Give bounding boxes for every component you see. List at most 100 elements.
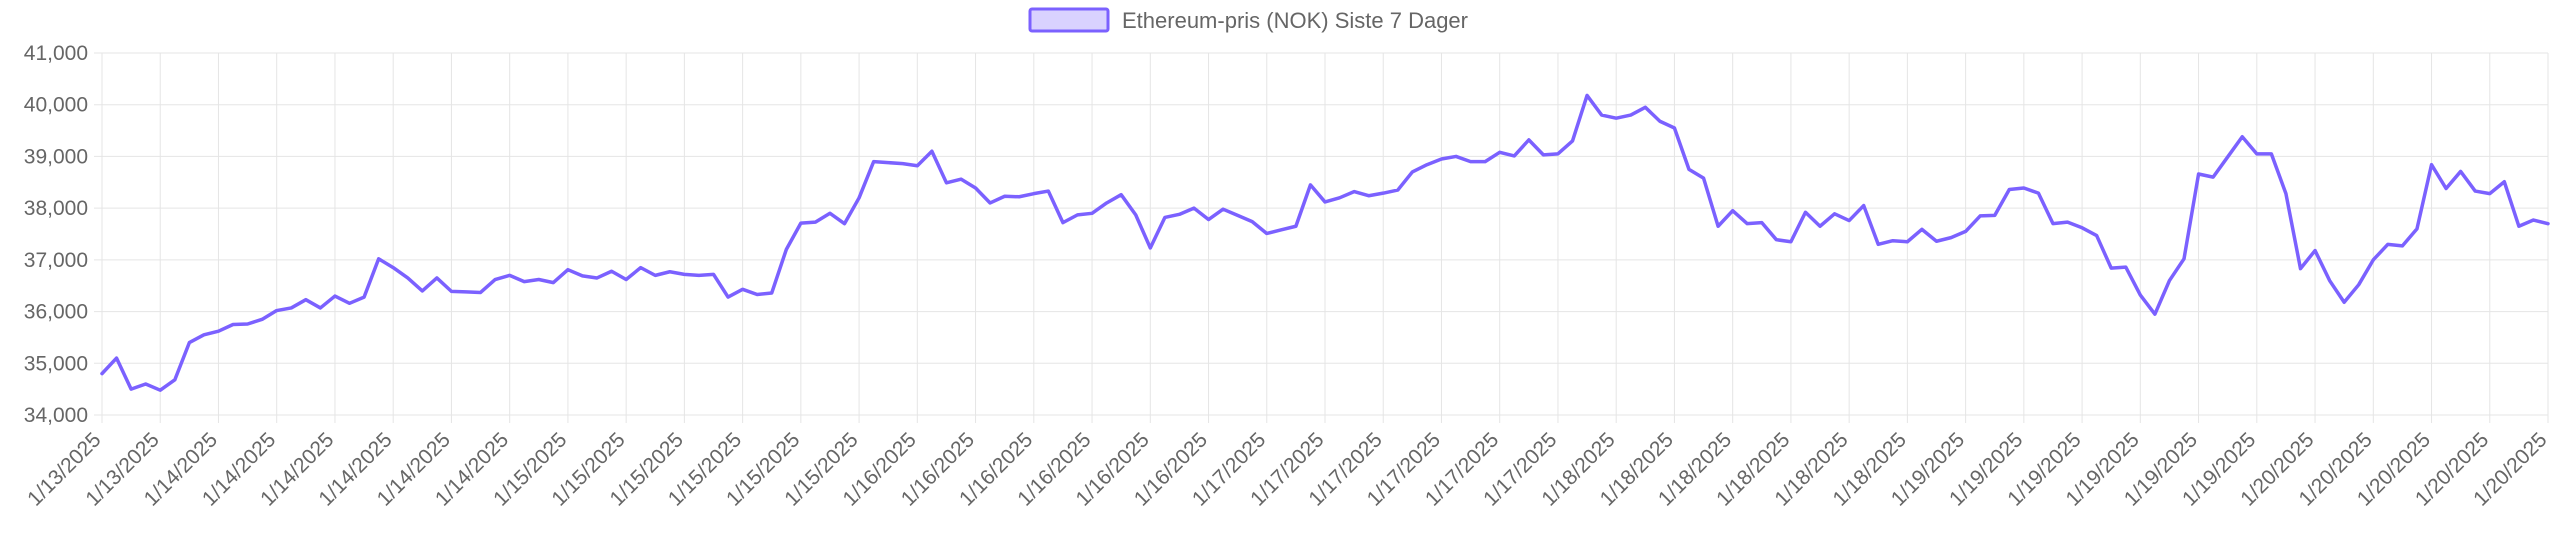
data-point[interactable]	[478, 289, 484, 295]
data-point[interactable]	[361, 294, 367, 300]
data-point[interactable]	[2370, 257, 2376, 263]
data-point[interactable]	[579, 273, 585, 279]
data-point[interactable]	[448, 288, 454, 294]
data-point[interactable]	[332, 293, 338, 299]
data-point[interactable]	[958, 176, 964, 182]
data-point[interactable]	[623, 277, 629, 283]
data-point[interactable]	[1919, 226, 1925, 232]
data-point[interactable]	[2356, 282, 2362, 288]
data-point[interactable]	[1235, 212, 1241, 218]
data-point[interactable]	[667, 269, 673, 275]
data-point[interactable]	[2472, 188, 2478, 194]
data-point[interactable]	[740, 286, 746, 292]
data-point[interactable]	[1759, 220, 1765, 226]
data-point[interactable]	[2341, 299, 2347, 305]
data-point[interactable]	[288, 305, 294, 311]
data-point[interactable]	[1817, 223, 1823, 229]
data-point[interactable]	[172, 377, 178, 383]
data-point[interactable]	[2487, 191, 2493, 197]
data-point[interactable]	[1162, 214, 1168, 220]
data-point[interactable]	[536, 277, 542, 283]
data-point[interactable]	[1657, 118, 1663, 124]
data-point[interactable]	[900, 161, 906, 167]
data-point[interactable]	[1453, 153, 1459, 159]
data-point[interactable]	[1642, 104, 1648, 110]
data-point[interactable]	[711, 271, 717, 277]
data-point[interactable]	[521, 279, 527, 285]
data-point[interactable]	[2079, 225, 2085, 231]
data-point[interactable]	[2225, 154, 2231, 160]
data-point[interactable]	[1351, 189, 1357, 195]
data-point[interactable]	[1089, 210, 1095, 216]
data-point[interactable]	[274, 308, 280, 314]
data-point[interactable]	[1511, 153, 1517, 159]
data-point[interactable]	[1337, 195, 1343, 201]
data-point[interactable]	[1045, 188, 1051, 194]
data-point[interactable]	[1671, 125, 1677, 131]
data-point[interactable]	[2501, 179, 2507, 185]
data-point[interactable]	[696, 272, 702, 278]
data-point[interactable]	[2181, 256, 2187, 262]
legend-label[interactable]: Ethereum-pris (NOK) Siste 7 Dager	[1122, 8, 1468, 33]
data-point[interactable]	[1846, 218, 1852, 224]
data-point[interactable]	[1613, 115, 1619, 121]
data-point[interactable]	[1249, 219, 1255, 225]
data-point[interactable]	[157, 387, 163, 393]
data-point[interactable]	[2414, 226, 2420, 232]
data-point[interactable]	[550, 280, 556, 286]
data-point[interactable]	[871, 159, 877, 165]
data-point[interactable]	[1861, 203, 1867, 209]
data-point[interactable]	[2166, 278, 2172, 284]
data-point[interactable]	[405, 275, 411, 281]
data-point[interactable]	[1540, 152, 1546, 158]
data-point[interactable]	[2152, 311, 2158, 317]
data-point[interactable]	[783, 247, 789, 253]
data-point[interactable]	[230, 322, 236, 328]
data-point[interactable]	[259, 316, 265, 322]
data-point[interactable]	[1409, 169, 1415, 175]
data-point[interactable]	[1992, 212, 1998, 218]
data-point[interactable]	[1526, 137, 1532, 143]
data-point[interactable]	[1206, 217, 1212, 223]
data-point[interactable]	[1118, 192, 1124, 198]
data-point[interactable]	[1307, 182, 1313, 188]
data-point[interactable]	[347, 300, 353, 306]
data-point[interactable]	[2239, 134, 2245, 140]
data-point[interactable]	[1395, 187, 1401, 193]
data-point[interactable]	[2297, 266, 2303, 272]
data-point[interactable]	[376, 256, 382, 262]
data-point[interactable]	[317, 305, 323, 311]
data-point[interactable]	[856, 195, 862, 201]
data-point[interactable]	[2210, 174, 2216, 180]
data-point[interactable]	[2196, 171, 2202, 177]
data-point[interactable]	[1832, 211, 1838, 217]
data-point[interactable]	[1570, 138, 1576, 144]
data-point[interactable]	[842, 221, 848, 227]
data-point[interactable]	[1628, 112, 1634, 118]
data-point[interactable]	[1104, 200, 1110, 206]
data-point[interactable]	[1875, 241, 1881, 247]
data-point[interactable]	[769, 290, 775, 296]
data-point[interactable]	[2021, 185, 2027, 191]
data-point[interactable]	[798, 220, 804, 226]
data-point[interactable]	[1176, 211, 1182, 217]
data-point[interactable]	[434, 275, 440, 281]
data-point[interactable]	[1555, 151, 1561, 157]
data-point[interactable]	[2006, 187, 2012, 193]
data-point[interactable]	[1977, 213, 1983, 219]
data-point[interactable]	[1468, 159, 1474, 165]
data-point[interactable]	[565, 267, 571, 273]
data-point[interactable]	[1366, 193, 1372, 199]
data-point[interactable]	[1278, 227, 1284, 233]
data-point[interactable]	[492, 277, 498, 283]
data-point[interactable]	[2268, 151, 2274, 157]
data-point[interactable]	[1773, 237, 1779, 243]
data-point[interactable]	[2094, 233, 2100, 239]
data-point[interactable]	[2443, 185, 2449, 191]
data-point[interactable]	[201, 332, 207, 338]
data-point[interactable]	[2312, 248, 2318, 254]
data-point[interactable]	[1904, 239, 1910, 245]
data-point[interactable]	[2108, 265, 2114, 271]
data-point[interactable]	[681, 271, 687, 277]
data-point[interactable]	[215, 328, 221, 334]
